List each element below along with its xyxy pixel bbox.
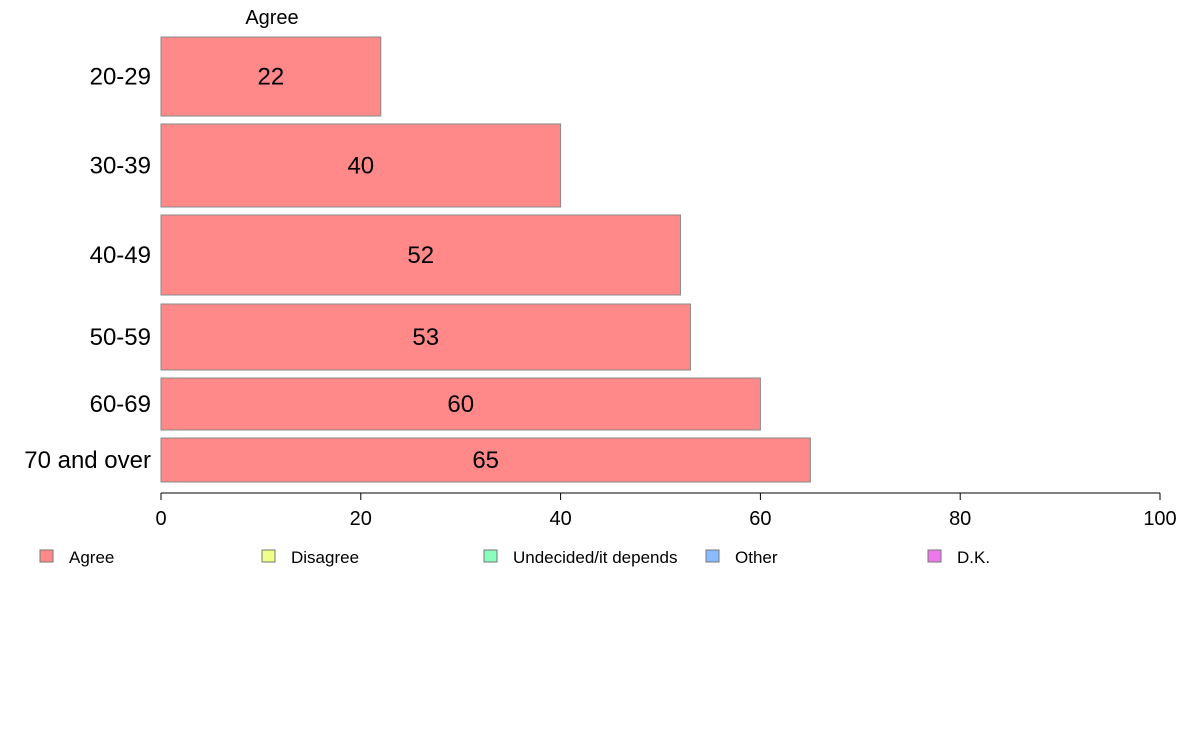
legend-swatch [705,549,720,563]
x-tick-label: 60 [749,508,771,530]
bar-40-49 [160,214,681,296]
bar-30-39 [160,123,562,208]
category-label: 20-29 [90,64,151,91]
category-label: 30-39 [90,153,151,180]
legend: Agree Disagree Undecided/it depends Other D.… [39,548,990,567]
value-label: 52 [407,242,434,269]
x-tick-label: 40 [549,508,571,530]
legend-swatch [261,549,276,563]
value-label: 60 [447,391,474,418]
legend-label: Disagree [291,548,359,567]
x-tick-label: 0 [155,508,166,530]
value-labels: 22 40 52 53 60 65 [258,64,499,475]
bar-50-59 [160,303,691,371]
legend-label: Agree [69,548,114,567]
category-label: 60-69 [90,391,151,418]
legend-swatch [483,549,498,563]
bar-60-69 [160,377,761,431]
category-labels: 20-29 30-39 40-49 50-59 60-69 70 and over [24,64,151,475]
value-label: 53 [412,324,439,351]
value-label: 40 [347,153,374,180]
category-label: 40-49 [90,242,151,269]
bar-70-and-over [160,437,811,483]
legend-label: Other [735,548,778,567]
legend-label: Undecided/it depends [513,548,677,567]
value-label: 65 [472,447,499,474]
x-axis: 0 20 40 60 80 100 [155,492,1177,530]
x-tick-label: 100 [1143,508,1176,530]
category-label: 70 and over [24,447,151,474]
bars-group [160,36,811,483]
x-tick-label: 80 [949,508,971,530]
x-tick-label: 20 [350,508,372,530]
legend-swatch [927,549,942,563]
legend-label: D.K. [957,548,990,567]
value-label: 22 [258,64,285,91]
series-title: Agree [245,7,298,29]
legend-swatch [39,549,54,563]
bar-20-29 [160,36,382,117]
category-label: 50-59 [90,324,151,351]
